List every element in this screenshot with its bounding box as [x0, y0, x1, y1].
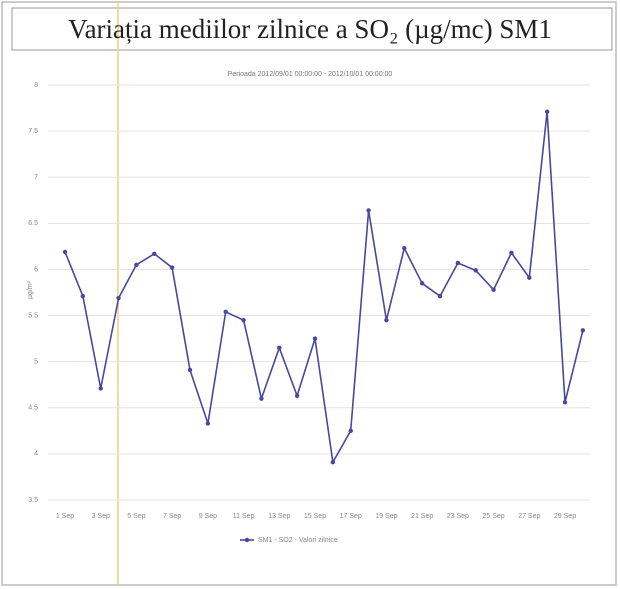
chart-title: Variația mediilor zilnice a SO₂ (µg/mc) …: [68, 14, 552, 44]
data-point: [348, 428, 353, 434]
data-point: [62, 249, 68, 255]
data-point: [205, 421, 211, 426]
x-tick-label: 27 Sep: [518, 513, 540, 520]
data-point: [294, 393, 300, 398]
x-tick-label: 11 Sep: [233, 513, 255, 520]
y-tick-label: 7.5: [28, 128, 38, 135]
x-tick-label: 21 Sep: [411, 513, 433, 520]
x-tick-label: 9 Sep: [199, 513, 217, 520]
data-point: [259, 396, 264, 401]
data-point: [312, 336, 318, 341]
x-tick-label: 7 Sep: [163, 513, 181, 520]
x-tick-label: 19 Sep: [375, 513, 397, 520]
y-axis-label: µg/m³: [27, 280, 34, 299]
data-point: [527, 275, 532, 280]
title-box: [11, 7, 613, 51]
data-point: [419, 281, 425, 286]
x-tick-label: 17 Sep: [340, 513, 362, 520]
data-point: [544, 109, 550, 114]
data-point: [152, 251, 157, 256]
data-point: [384, 317, 389, 323]
data-point: [402, 246, 407, 251]
data-point: [580, 328, 586, 333]
x-tick-label: 25 Sep: [482, 513, 504, 520]
data-point: [116, 295, 121, 301]
series-line: [64, 111, 584, 465]
legend-marker: [244, 537, 250, 543]
x-tick-label: 3 Sep: [92, 513, 110, 520]
chart-subtitle: Perioada 2012/09/01 00:00:00 - 2012/10/0…: [228, 71, 393, 78]
x-tick-label: 13 Sep: [268, 513, 290, 520]
data-point: [562, 400, 568, 405]
data-point: [277, 345, 282, 351]
y-tick-label: 4: [34, 451, 38, 458]
data-point: [330, 459, 336, 465]
data-point: [223, 309, 228, 315]
y-tick-label: 4.5: [28, 405, 38, 412]
data-point: [169, 265, 175, 270]
x-tick-label: 23 Sep: [447, 513, 469, 520]
y-tick-label: 5: [34, 359, 38, 366]
y-tick-label: 6: [34, 266, 38, 273]
data-point: [134, 262, 139, 268]
x-tick-label: 1 Sep: [56, 513, 74, 520]
legend-label: SM1 - SO2 - Valori zilnice: [258, 537, 338, 544]
y-tick-label: 6.5: [28, 220, 38, 227]
y-tick-label: 5.5: [28, 312, 38, 319]
data-point: [491, 287, 496, 292]
data-point: [241, 317, 246, 323]
y-tick-label: 7: [34, 174, 38, 181]
data-point: [455, 260, 461, 266]
data-point: [98, 386, 103, 391]
y-tick-label: 8: [34, 82, 38, 89]
x-tick-label: 29 Sep: [554, 513, 576, 520]
data-point: [366, 208, 371, 213]
x-tick-label: 5 Sep: [127, 513, 145, 520]
x-tick-label: 15 Sep: [304, 513, 326, 520]
data-point: [437, 293, 443, 299]
data-point: [80, 293, 86, 299]
data-point: [473, 268, 478, 273]
data-point: [187, 367, 193, 373]
data-point: [509, 250, 514, 256]
y-tick-label: 3.5: [28, 497, 38, 504]
